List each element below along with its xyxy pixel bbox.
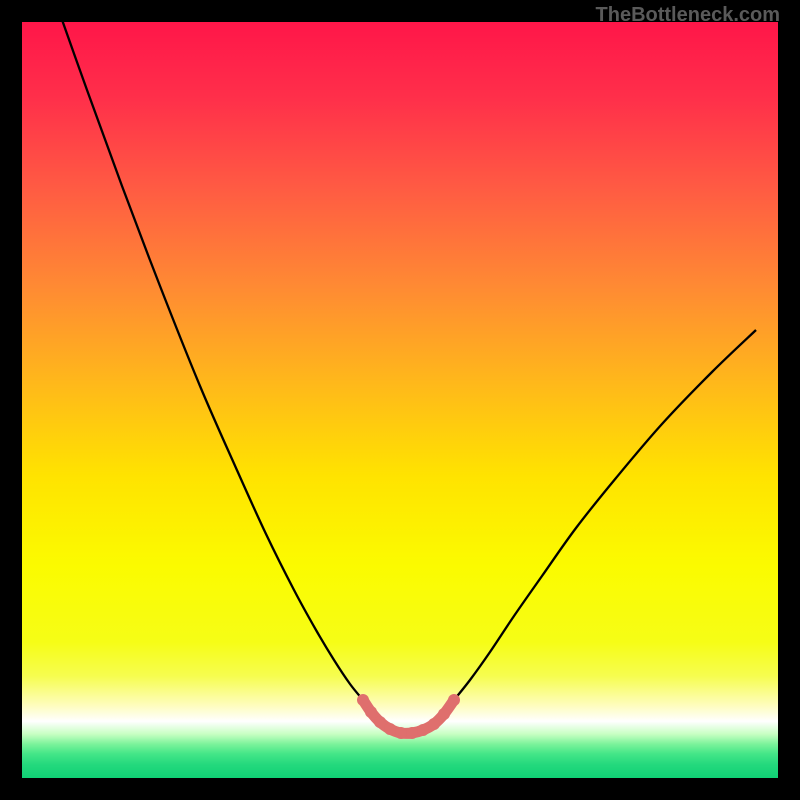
sweet-spot-dot xyxy=(448,694,460,706)
sweet-spot-dot xyxy=(406,727,418,739)
sweet-spot-dot xyxy=(417,724,429,736)
sweet-spot-dot xyxy=(365,706,377,718)
sweet-spot-dot xyxy=(428,718,440,730)
sweet-spot-dot xyxy=(384,723,396,735)
sweet-spot-dot xyxy=(395,727,407,739)
sweet-spot-dot xyxy=(438,708,450,720)
sweet-spot-dot xyxy=(357,694,369,706)
gradient-background xyxy=(22,22,778,778)
watermark-text: TheBottleneck.com xyxy=(596,4,780,27)
sweet-spot-dot xyxy=(374,716,386,728)
chart-svg xyxy=(0,0,800,800)
